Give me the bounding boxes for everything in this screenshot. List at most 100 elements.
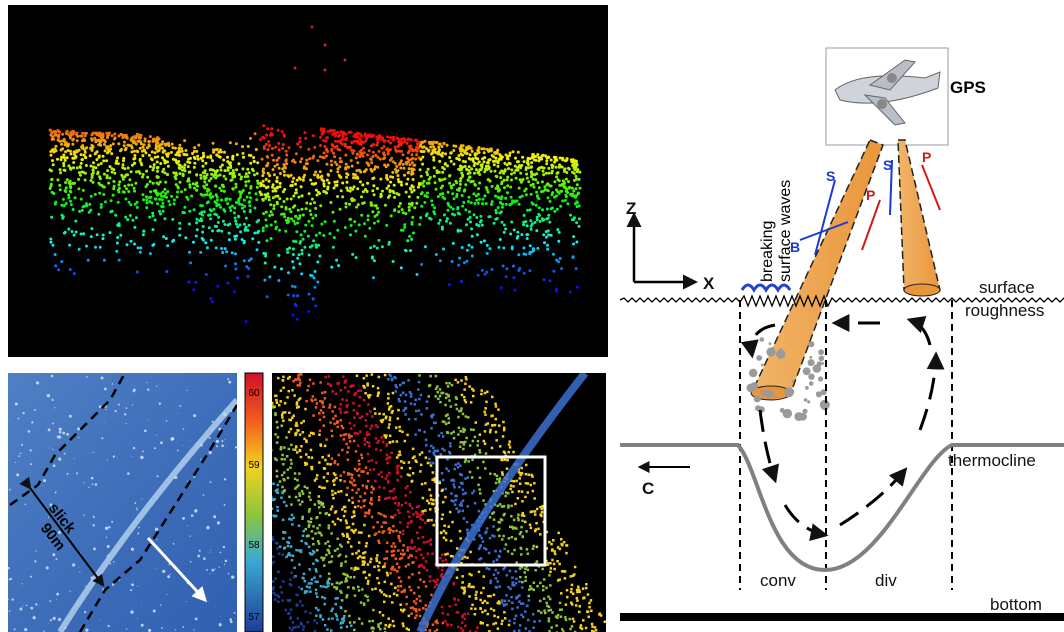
point [208, 226, 211, 229]
point [62, 198, 65, 201]
map-pixel [432, 414, 435, 417]
map-pixel [418, 572, 421, 575]
map-pixel [299, 382, 302, 385]
point [565, 171, 568, 174]
map-pixel [440, 392, 443, 395]
point [103, 173, 106, 176]
foam-spot [216, 440, 219, 443]
point [54, 253, 57, 256]
map-pixel [361, 415, 364, 418]
map-pixel [474, 613, 477, 616]
map-pixel [267, 507, 270, 510]
map-pixel [422, 513, 425, 516]
map-pixel [367, 453, 370, 456]
point [509, 152, 512, 155]
point [372, 151, 375, 154]
point [371, 155, 374, 158]
point [263, 279, 266, 282]
point [496, 217, 499, 220]
map-pixel [391, 601, 394, 604]
point [72, 166, 75, 169]
point [465, 223, 468, 226]
point [87, 259, 90, 262]
point [447, 209, 450, 212]
point [323, 185, 326, 188]
map-pixel [412, 561, 415, 564]
point [468, 157, 471, 160]
map-pixel [274, 598, 277, 601]
map-pixel [408, 547, 411, 550]
point [526, 177, 529, 180]
map-pixel [365, 374, 368, 377]
map-pixel [513, 519, 516, 522]
map-pixel [485, 401, 488, 404]
point [297, 196, 300, 199]
map-pixel [293, 517, 296, 520]
map-pixel [509, 446, 512, 449]
point [370, 158, 373, 161]
map-pixel [353, 511, 356, 514]
point [416, 273, 419, 276]
point [130, 170, 133, 173]
foam-spot [206, 526, 209, 529]
map-pixel [308, 456, 311, 459]
point [76, 166, 79, 169]
map-pixel [524, 568, 527, 571]
foam-spot [167, 575, 170, 578]
point [269, 203, 272, 206]
map-pixel [442, 612, 445, 615]
map-pixel [301, 501, 304, 504]
foam-spot [85, 585, 86, 586]
point [525, 168, 528, 171]
map-pixel [411, 573, 414, 576]
point [538, 186, 541, 189]
map-pixel [282, 463, 285, 466]
point [274, 190, 277, 193]
point [199, 251, 202, 254]
point [123, 185, 126, 188]
point [506, 184, 509, 187]
map-pixel [281, 553, 284, 556]
point [292, 248, 295, 251]
point [470, 227, 473, 230]
point [50, 241, 53, 244]
foam-spot [107, 625, 109, 627]
map-pixel [340, 626, 343, 629]
map-pixel [407, 563, 410, 566]
map-pixel [511, 576, 513, 579]
point [368, 149, 371, 152]
map-pixel [417, 548, 420, 551]
point [59, 168, 62, 171]
map-pixel [328, 618, 331, 621]
map-pixel [323, 487, 326, 490]
map-pixel [369, 469, 372, 472]
map-pixel [324, 459, 327, 462]
map-pixel [315, 568, 318, 571]
point [137, 140, 140, 143]
point [535, 204, 538, 207]
point [94, 193, 97, 196]
map-pixel [338, 582, 341, 585]
point [184, 169, 187, 172]
foam-spot [64, 453, 66, 455]
point [377, 211, 380, 214]
point [392, 260, 395, 263]
map-pixel [354, 529, 357, 532]
point [210, 177, 213, 180]
point [405, 183, 408, 186]
map-pixel [398, 426, 401, 429]
point [71, 230, 74, 233]
point [452, 144, 455, 147]
point [118, 187, 121, 190]
map-pixel [425, 585, 428, 588]
point [400, 150, 403, 153]
point [236, 153, 239, 156]
map-pixel [361, 457, 364, 460]
point [228, 238, 231, 241]
map-pixel [466, 529, 469, 532]
point [530, 193, 533, 196]
point [345, 172, 348, 175]
map-pixel [563, 541, 566, 544]
point [453, 197, 456, 200]
point [412, 232, 415, 235]
